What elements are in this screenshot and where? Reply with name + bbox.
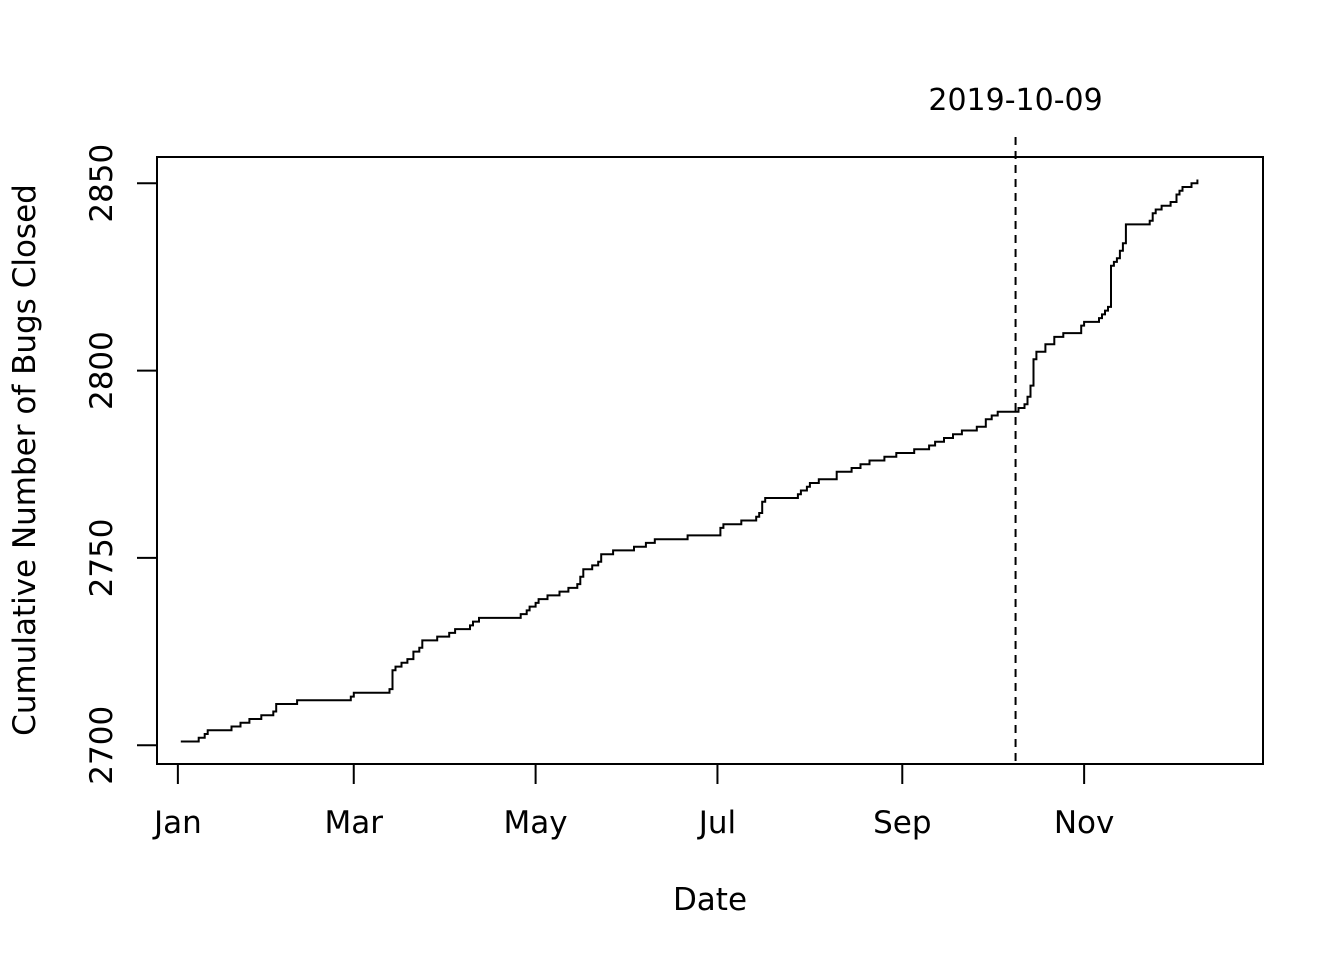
x-tick-label: Jan bbox=[152, 805, 202, 841]
y-tick-label: 2800 bbox=[84, 331, 120, 410]
x-axis: Jan Mar May Jul Sep Nov bbox=[152, 764, 1114, 841]
x-tick-label: May bbox=[504, 805, 568, 841]
plot-frame bbox=[156, 156, 1264, 765]
x-axis-label: Date bbox=[673, 882, 747, 918]
x-tick-label: Jul bbox=[697, 805, 736, 841]
series-line bbox=[180, 179, 1199, 743]
x-tick-label: Mar bbox=[325, 805, 384, 841]
y-tick-label: 2850 bbox=[84, 144, 120, 223]
x-tick-label: Nov bbox=[1054, 805, 1115, 841]
x-tick-label: Sep bbox=[873, 805, 931, 841]
y-tick-label: 2750 bbox=[84, 518, 120, 597]
annotation-label: 2019-10-09 bbox=[928, 83, 1102, 118]
y-axis: 2700 2750 2800 2850 bbox=[84, 144, 157, 785]
y-tick-label: 2700 bbox=[84, 706, 120, 785]
y-axis-label: Cumulative Number of Bugs Closed bbox=[7, 184, 43, 736]
